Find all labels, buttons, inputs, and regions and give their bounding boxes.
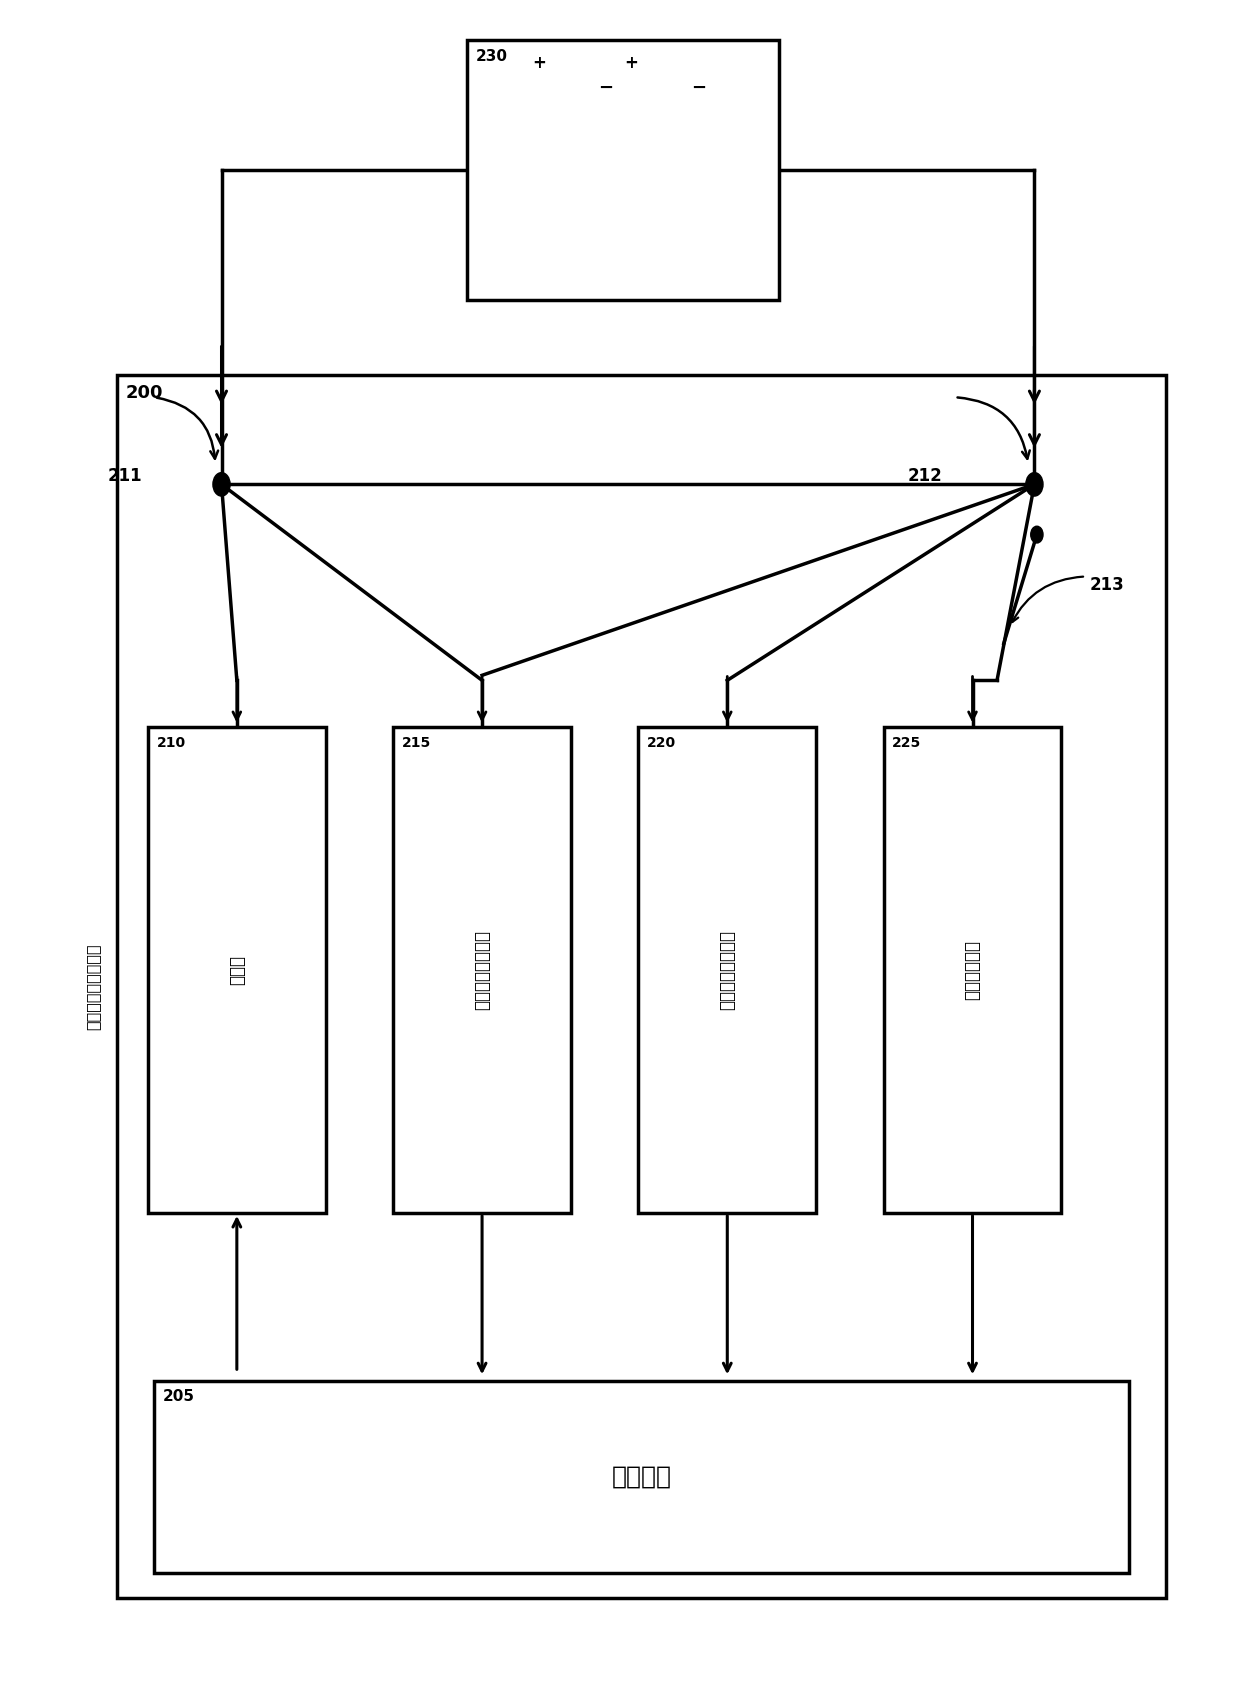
Text: 200: 200 [126,383,164,402]
FancyBboxPatch shape [393,728,570,1213]
Text: 211: 211 [107,466,141,485]
Text: −: − [599,79,614,96]
Text: 电流测量电路: 电流测量电路 [963,941,982,1000]
Text: 第一电压测量电路: 第一电压测量电路 [474,931,491,1010]
Text: 225: 225 [893,736,921,750]
Text: 212: 212 [908,466,942,485]
Text: 220: 220 [647,736,676,750]
Text: 230: 230 [475,49,507,64]
Text: 205: 205 [162,1388,195,1404]
FancyBboxPatch shape [884,728,1061,1213]
Circle shape [213,473,231,497]
FancyBboxPatch shape [148,728,326,1213]
Text: +: + [532,54,547,71]
Text: 213: 213 [1090,576,1125,595]
Text: 自放电电流测量系统: 自放电电流测量系统 [86,944,100,1030]
Text: 210: 210 [156,736,186,750]
FancyBboxPatch shape [118,375,1166,1598]
FancyBboxPatch shape [154,1380,1128,1572]
Text: 215: 215 [402,736,432,750]
FancyBboxPatch shape [639,728,816,1213]
Text: 电压源: 电压源 [228,956,246,985]
FancyBboxPatch shape [466,41,780,301]
Text: −: − [691,79,706,96]
Circle shape [1030,527,1043,542]
Text: 处理单元: 处理单元 [611,1464,671,1490]
Circle shape [1025,473,1043,497]
Text: 第二电压测量电路: 第二电压测量电路 [718,931,737,1010]
Text: +: + [625,54,639,71]
